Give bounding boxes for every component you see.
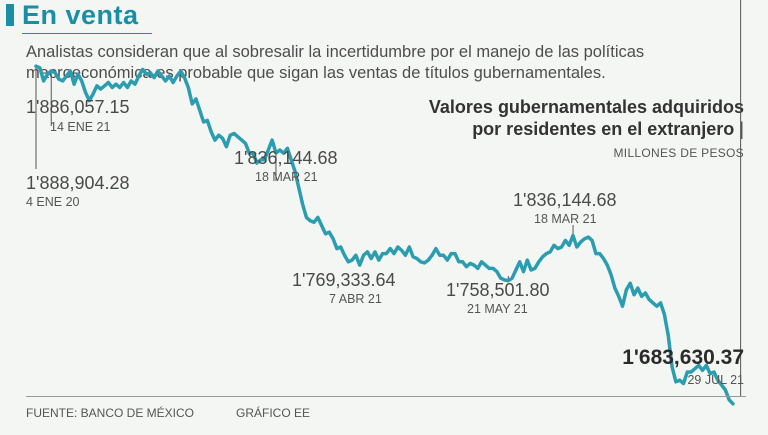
annotation-date: 7 ABR 21 (329, 292, 382, 306)
chart-title-line-1: Valores gubernamentales adquiridos (428, 97, 744, 117)
chart-title: Valores gubernamentales adquiridos por r… (429, 96, 744, 140)
chart-title-separator: | (739, 119, 744, 139)
annotation-labels: 1'886,057.15 14 ENE 21 1'888,904.28 4 ENE 2… (26, 97, 744, 387)
annotation-value: 1'836,144.68 (234, 148, 338, 168)
chart-title-line-2: por residentes en el extranjero (472, 119, 735, 139)
headline-underline (22, 33, 152, 34)
chart-unit: MILLONES DE PESOS (613, 146, 744, 160)
annotation-date: 18 MAR 21 (255, 170, 318, 184)
annotation-value: 1'683,630.37 (622, 346, 744, 369)
annotation-date: 18 MAR 21 (534, 212, 597, 226)
annotation-value: 1'886,057.15 (26, 97, 130, 117)
footer-rule (26, 396, 746, 397)
annotation-date: 4 ENE 20 (26, 195, 80, 209)
annotation-value: 1'888,904.28 (26, 173, 130, 193)
annotation-date: 29 JUL 21 (687, 373, 744, 387)
source-note: FUENTE: BANCO DE MÉXICO (26, 406, 195, 420)
series-line (34, 64, 735, 406)
annotation-value: 1'758,501.80 (446, 280, 550, 300)
annotation-date: 21 MAY 21 (467, 302, 528, 316)
annotation-leaders (35, 0, 742, 396)
annotation-value: 1'836,144.68 (513, 190, 617, 210)
headline: En venta (22, 0, 139, 30)
annotation-date: 14 ENE 21 (50, 120, 111, 134)
annotation-value: 1'769,333.64 (292, 270, 396, 290)
headline-accent-bar (6, 4, 14, 26)
graphic-credit: GRÁFICO EE (236, 406, 311, 420)
